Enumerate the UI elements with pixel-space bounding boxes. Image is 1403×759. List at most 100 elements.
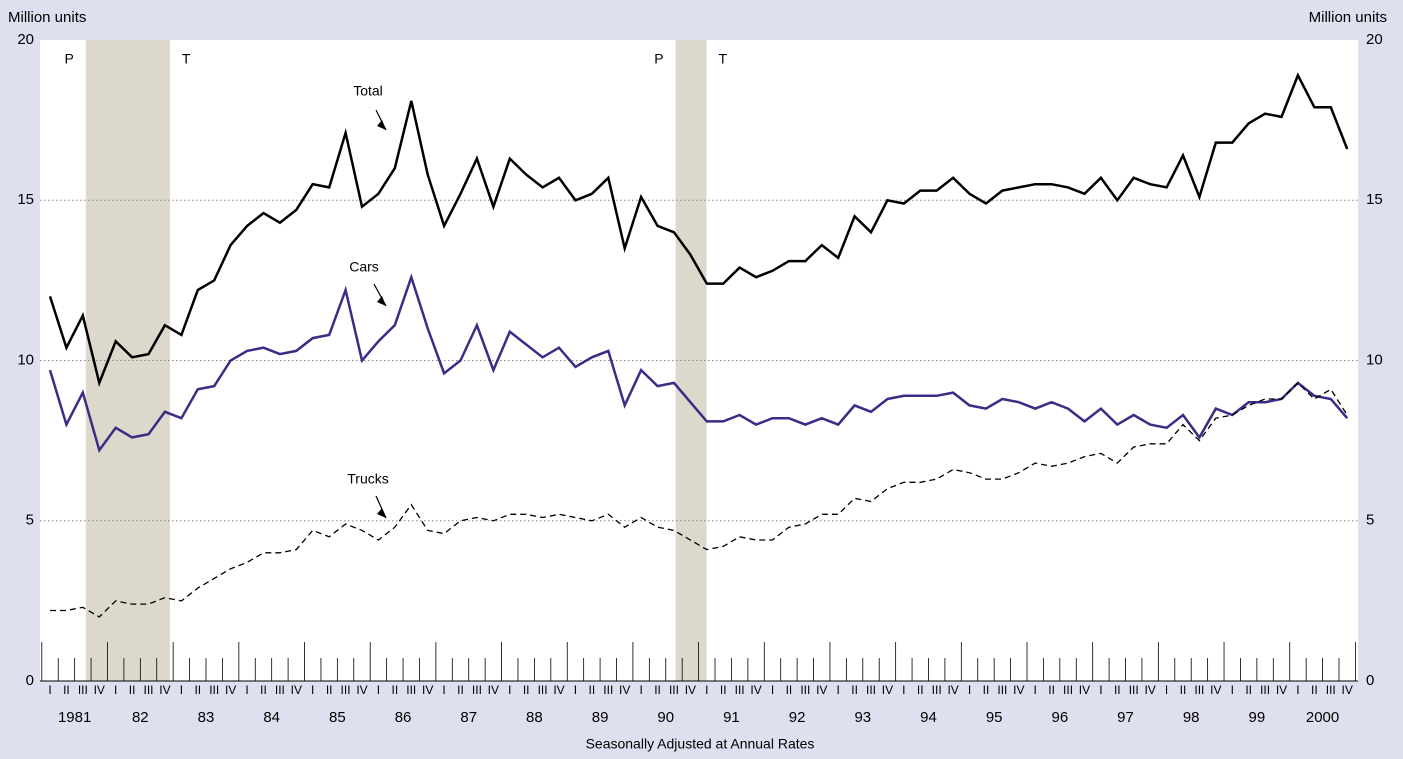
- x-tick-label: II: [523, 683, 530, 697]
- year-label: 98: [1183, 709, 1200, 726]
- year-label: 88: [526, 709, 543, 726]
- x-tick-label: III: [997, 683, 1007, 697]
- x-tick-label: II: [391, 683, 398, 697]
- x-tick-label: II: [129, 683, 136, 697]
- series-label: Total: [353, 83, 383, 99]
- x-tick-label: III: [603, 683, 613, 697]
- x-tick-label: I: [902, 683, 905, 697]
- x-tick-label: II: [917, 683, 924, 697]
- x-tick-label: IV: [553, 683, 564, 697]
- x-tick-label: I: [705, 683, 708, 697]
- y-tick-label: 0: [26, 672, 34, 689]
- x-tick-label: II: [1180, 683, 1187, 697]
- x-tick-label: I: [114, 683, 117, 697]
- year-label: 95: [986, 709, 1003, 726]
- x-tick-label: II: [589, 683, 596, 697]
- x-tick-label: III: [144, 683, 154, 697]
- x-tick-label: I: [508, 683, 511, 697]
- x-tick-label: II: [654, 683, 661, 697]
- x-tick-label: II: [457, 683, 464, 697]
- year-label: 92: [789, 709, 806, 726]
- x-tick-label: I: [1296, 683, 1299, 697]
- x-tick-label: IV: [94, 683, 105, 697]
- annotation-arrowhead: [377, 508, 386, 518]
- year-label: 86: [395, 709, 412, 726]
- x-tick-label: III: [78, 683, 88, 697]
- x-tick-label: I: [442, 683, 445, 697]
- x-tick-label: IV: [1276, 683, 1287, 697]
- y-tick-label: 10: [17, 351, 34, 368]
- year-label: 83: [198, 709, 215, 726]
- y-axis-label: Million units: [8, 9, 86, 26]
- x-tick-label: IV: [750, 683, 761, 697]
- x-tick-label: II: [851, 683, 858, 697]
- y2-axis-label: Million units: [1309, 9, 1387, 26]
- x-tick-label: I: [836, 683, 839, 697]
- x-tick-label: II: [260, 683, 267, 697]
- x-tick-label: III: [341, 683, 351, 697]
- x-tick-label: I: [771, 683, 774, 697]
- x-tick-label: II: [1245, 683, 1252, 697]
- x-tick-label: IV: [422, 683, 433, 697]
- x-tick-label: II: [720, 683, 727, 697]
- recession-band: [85, 40, 170, 681]
- x-tick-label: I: [639, 683, 642, 697]
- x-tick-label: III: [800, 683, 810, 697]
- x-tick-label: III: [275, 683, 285, 697]
- x-tick-label: III: [1260, 683, 1270, 697]
- x-tick-label: I: [311, 683, 314, 697]
- x-tick-label: I: [968, 683, 971, 697]
- y2-tick-label: 15: [1366, 191, 1383, 208]
- y-tick-label: 15: [17, 191, 34, 208]
- x-tick-label: III: [669, 683, 679, 697]
- year-label: 82: [132, 709, 149, 726]
- year-label: 1981: [58, 709, 91, 726]
- x-tick-label: II: [326, 683, 333, 697]
- year-label: 84: [263, 709, 280, 726]
- series-line: [48, 273, 1349, 453]
- series-line: [48, 72, 1349, 388]
- x-tick-label: II: [1311, 683, 1318, 697]
- year-label: 99: [1249, 709, 1266, 726]
- x-tick-label: III: [735, 683, 745, 697]
- peak-label: P: [654, 51, 663, 67]
- x-tick-label: I: [1034, 683, 1037, 697]
- year-label: 97: [1117, 709, 1134, 726]
- x-tick-label: IV: [1079, 683, 1090, 697]
- x-tick-label: II: [983, 683, 990, 697]
- x-tick-label: I: [48, 683, 51, 697]
- x-tick-label: IV: [685, 683, 696, 697]
- x-tick-label: I: [377, 683, 380, 697]
- x-tick-label: I: [180, 683, 183, 697]
- year-label: 93: [854, 709, 871, 726]
- y2-tick-label: 20: [1366, 31, 1383, 48]
- year-label: 2000: [1306, 709, 1339, 726]
- trough-label: T: [182, 51, 191, 67]
- series-label: Cars: [349, 259, 379, 275]
- x-tick-label: II: [1114, 683, 1121, 697]
- series-label: Trucks: [347, 471, 388, 487]
- x-tick-label: IV: [1144, 683, 1155, 697]
- year-label: 96: [1051, 709, 1068, 726]
- series-line: [50, 381, 1348, 618]
- x-tick-label: II: [786, 683, 793, 697]
- y-tick-label: 20: [17, 31, 34, 48]
- x-tick-label: I: [1165, 683, 1168, 697]
- x-tick-label: III: [472, 683, 482, 697]
- year-label: 85: [329, 709, 346, 726]
- annotation-arrowhead: [377, 120, 386, 130]
- x-tick-label: IV: [488, 683, 499, 697]
- x-axis-title: Seasonally Adjusted at Annual Rates: [586, 736, 815, 752]
- y2-tick-label: 0: [1366, 672, 1374, 689]
- x-tick-label: II: [194, 683, 201, 697]
- x-tick-label: II: [1048, 683, 1055, 697]
- year-label: 91: [723, 709, 740, 726]
- x-tick-label: IV: [356, 683, 367, 697]
- x-tick-label: III: [209, 683, 219, 697]
- year-label: 89: [592, 709, 609, 726]
- x-tick-label: IV: [225, 683, 236, 697]
- x-tick-label: III: [866, 683, 876, 697]
- y2-tick-label: 10: [1366, 351, 1383, 368]
- x-tick-label: III: [406, 683, 416, 697]
- x-tick-label: I: [245, 683, 248, 697]
